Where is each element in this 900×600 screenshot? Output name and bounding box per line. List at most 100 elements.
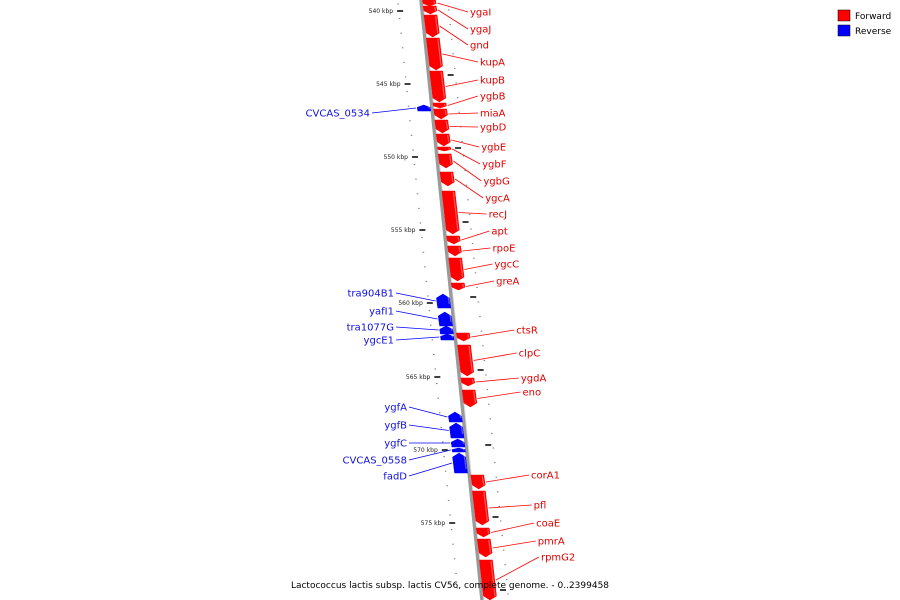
forward-gene-arrow-shade: [473, 390, 476, 404]
reverse-genes: [416, 104, 468, 474]
forward-gene-arrow-shade: [433, 0, 436, 4]
gene-label-forward: miaA: [480, 109, 506, 120]
leader-line: [395, 326, 439, 331]
gene-label-forward: apt: [491, 227, 507, 238]
forward-gene-arrow: [457, 344, 474, 377]
leader-line: [408, 449, 451, 461]
gene-label-reverse: CVCAS_0558: [343, 456, 407, 467]
gene-label-forward: pfl: [534, 501, 547, 512]
kbp-label: 570 kbp: [413, 447, 438, 454]
forward-gene-arrow: [435, 133, 451, 147]
reverse-gene-arrow-shade: [428, 105, 430, 109]
gene-label-forward: ygbG: [483, 177, 509, 188]
leader-line: [408, 424, 449, 431]
gene-label-forward: ygcA: [485, 194, 510, 205]
forward-gene-arrow: [477, 538, 493, 558]
leader-line: [447, 95, 479, 106]
kbp-label: 545 kbp: [376, 81, 401, 88]
forward-gene-arrow-shade: [443, 103, 446, 107]
leader-line: [461, 230, 490, 241]
forward-gene-arrow: [433, 108, 448, 120]
forward-gene-arrow: [422, 5, 438, 15]
forward-gene-arrow-shade: [471, 378, 474, 383]
forward-gene-arrow: [426, 37, 443, 71]
reverse-gene-arrow-shade: [462, 439, 465, 444]
kbp-label: 550 kbp: [384, 154, 409, 161]
reverse-gene-arrow-shade: [460, 423, 464, 435]
forward-gene-arrow: [456, 332, 471, 342]
leader-line: [462, 247, 491, 252]
gene-label-reverse: tra904B1: [348, 289, 394, 300]
leader-line: [445, 79, 479, 87]
forward-gene-arrow-shade: [450, 172, 454, 183]
gene-label-reverse: fadD: [383, 472, 407, 483]
leader-line: [451, 139, 480, 148]
forward-gene-arrow: [437, 146, 452, 152]
reverse-gene-arrow: [440, 333, 455, 341]
gene-label-forward: ygbB: [480, 92, 506, 103]
legend-forward-label: Forward: [855, 12, 891, 22]
leader-line: [491, 522, 535, 533]
gene-label-forward: recJ: [489, 210, 508, 221]
gene-label-forward: ygdA: [521, 374, 547, 385]
forward-gene-arrow: [479, 559, 497, 600]
legend: Forward Reverse: [837, 9, 892, 37]
leader-line: [408, 462, 453, 477]
reverse-gene-arrow-shade: [447, 294, 450, 305]
forward-gene-arrow-shade: [444, 109, 447, 116]
gene-label-reverse: ygcE1: [364, 336, 394, 347]
forward-gene-arrow-shade: [458, 246, 461, 253]
reverse-gene-arrow: [451, 447, 466, 453]
leader-line: [395, 336, 440, 341]
forward-gene-arrow: [434, 119, 450, 134]
forward-gene-arrow: [475, 527, 491, 538]
leader-line: [371, 107, 417, 114]
reverse-gene-arrow: [450, 438, 466, 448]
reverse-gene-arrow-shade: [449, 312, 452, 323]
kbp-label: 565 kbp: [406, 374, 431, 381]
gene-label-reverse: ygfA: [384, 403, 407, 414]
gene-label-forward: kupA: [480, 58, 505, 69]
leader-line: [448, 112, 479, 115]
forward-gene-arrow: [432, 102, 447, 109]
forward-gene-arrow: [439, 171, 455, 187]
forward-gene-arrow: [441, 190, 460, 235]
reverse-gene-arrow-shade: [451, 334, 454, 338]
forward-gene-arrow-shade: [467, 333, 470, 338]
forward-gene-arrow: [461, 389, 478, 408]
leader-line: [454, 178, 484, 199]
leader-line: [408, 406, 448, 418]
gene-label-forward: corA1: [531, 471, 560, 482]
legend-forward-swatch: [837, 9, 851, 22]
legend-reverse-label: Reverse: [855, 27, 892, 37]
gene-label-forward: clpC: [519, 349, 541, 360]
forward-gene-arrow-shade: [434, 15, 439, 34]
gene-label-forward: coaE: [536, 519, 560, 530]
scale-ticks: 540 kbp 545 kbp 550 kbp 555 kbp 560 kbp 565 k…: [369, 3, 509, 595]
leader-line: [437, 9, 469, 30]
forward-gene-arrow: [460, 377, 476, 387]
kbp-label: 540 kbp: [369, 8, 394, 15]
kbp-label: 555 kbp: [391, 227, 416, 234]
forward-gene-arrow-shade: [440, 71, 445, 99]
forward-gene-arrow: [422, 0, 437, 7]
leader-line: [464, 263, 493, 270]
legend-reverse-swatch: [837, 24, 851, 37]
leader-line: [466, 280, 495, 287]
forward-gene-arrow-shade: [447, 134, 450, 143]
leader-line: [449, 126, 479, 128]
gene-label-reverse: yafI1: [369, 307, 394, 318]
gene-label-forward: pmrA: [538, 537, 565, 548]
gene-label-forward: ygcC: [494, 260, 519, 271]
reverse-gene-arrow: [416, 104, 432, 112]
reverse-gene-arrow: [452, 452, 468, 474]
forward-gene-arrow: [446, 235, 461, 245]
gene-label-forward: ygbE: [481, 143, 506, 154]
gene-label-reverse: tra1077G: [347, 323, 394, 334]
gene-label-forward: kupB: [480, 76, 505, 87]
kbp-label: 575 kbp: [421, 520, 446, 527]
gene-label-forward: ygaI: [470, 8, 491, 19]
leader-line: [395, 292, 436, 302]
reverse-gene-arrow-shade: [459, 412, 462, 419]
